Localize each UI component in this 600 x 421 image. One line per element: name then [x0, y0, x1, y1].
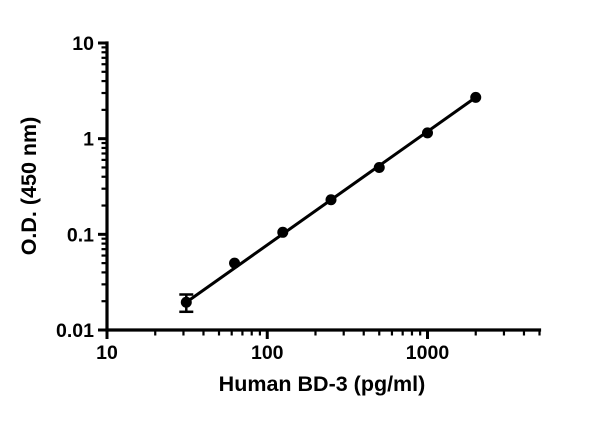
x-tick-label: 10 [96, 342, 118, 364]
y-tick-label: 1 [83, 129, 94, 151]
y-tick-label: 10 [72, 33, 94, 55]
y-tick-label: 0.01 [56, 320, 94, 342]
axes-layer [105, 41, 542, 332]
data-point-marker [421, 127, 433, 139]
y-tick-label: 0.1 [67, 224, 94, 246]
data-point-marker [470, 91, 482, 103]
data-point-marker [180, 296, 192, 308]
data-point-marker [277, 226, 289, 238]
series-layer [179, 91, 482, 314]
x-tick-label: 100 [251, 342, 284, 364]
x-axis-title: Human BD-3 (pg/ml) [219, 372, 426, 396]
data-point-marker [325, 194, 337, 206]
data-point-marker [373, 161, 385, 173]
ticks-layer: 10 100 1000 0.01 0.1 1 10 [56, 33, 541, 364]
data-point-marker [229, 257, 241, 269]
y-axis-title: O.D. (450 nm) [17, 117, 41, 256]
x-tick-label: 1000 [406, 342, 450, 364]
